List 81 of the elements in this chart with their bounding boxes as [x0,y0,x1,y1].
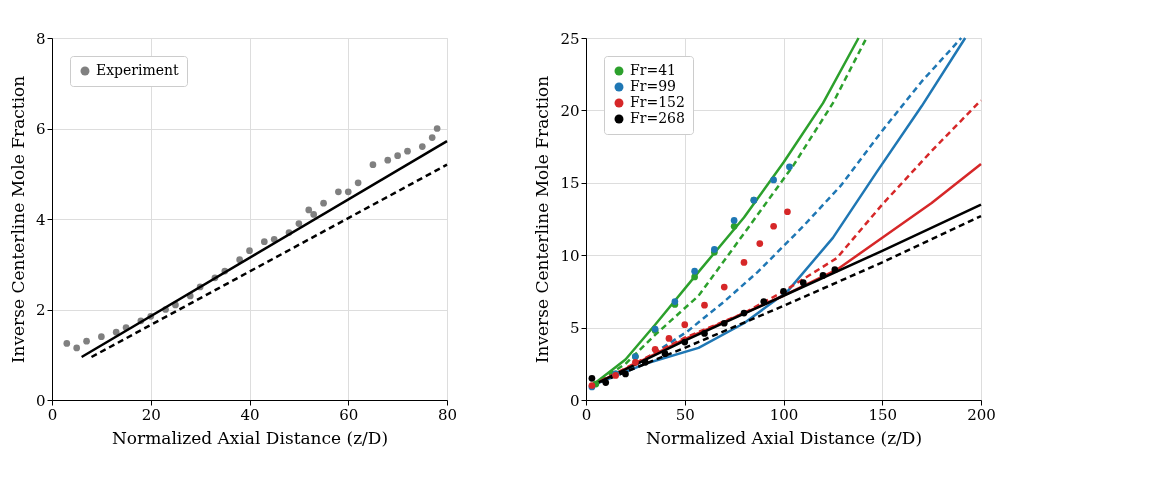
point [799,279,807,287]
point [831,266,839,274]
point [236,256,243,264]
y-axis-title: Inverse Centerline Mole Fraction [7,75,28,364]
point [98,333,105,340]
point [73,344,81,352]
point [344,188,352,196]
point [756,240,764,247]
point [335,188,342,196]
x-tick-label: 50 [675,405,695,424]
point [433,125,441,132]
y-tick-label: 6 [35,120,46,138]
point [720,319,728,327]
point [691,267,698,275]
point [602,379,610,386]
point [784,208,791,216]
point [404,147,411,155]
point [681,321,689,329]
point [428,134,436,141]
y-tick-label: 5 [569,319,580,338]
x-tick-label: 60 [339,405,359,424]
point [770,176,777,184]
point [588,374,596,382]
point [730,217,738,224]
x-axis-title: Normalized Axial Distance (z/D) [111,427,389,448]
y-axis-title: Inverse Centerline Mole Fraction [532,75,553,364]
point [661,350,669,358]
point [681,338,689,346]
point [622,370,629,378]
x-tick-label: 40 [240,405,260,424]
point [632,359,639,366]
y-tick-label: 20 [560,101,580,120]
y-tick-label: 10 [560,246,580,265]
point [701,301,708,309]
point [295,220,303,227]
point [760,298,768,305]
point [819,272,827,279]
point [651,345,659,353]
x-tick-label: 0 [581,405,592,424]
point [354,179,362,187]
point [320,199,327,207]
point [740,259,748,266]
point [665,335,673,342]
y-tick-label: 4 [35,210,46,229]
point [246,247,253,255]
point [701,330,708,337]
x-tick-label: 80 [437,405,458,424]
x-tick-label: 0 [47,405,58,424]
point [770,222,777,230]
y-tick-label: 0 [35,391,46,410]
point [310,211,318,218]
x-tick-label: 20 [141,405,161,424]
legend-label: Fr=152 [630,94,685,110]
y-tick-label: 2 [35,301,46,319]
point [780,288,787,295]
point [369,161,377,169]
x-tick-label: 100 [769,405,799,424]
point [63,340,71,347]
point [691,273,698,281]
point [730,222,738,230]
x-tick-label: 200 [967,405,996,424]
point [83,337,90,345]
y-tick-label: 0 [569,391,580,410]
legend-label: Fr=268 [630,110,685,126]
point [260,238,268,245]
point [384,156,392,164]
legend-label: Fr=99 [630,78,676,94]
point [641,359,649,366]
y-tick-label: 15 [560,174,580,193]
point [740,309,748,317]
y-tick-label: 8 [35,29,46,48]
legend-label: Fr=41 [630,62,676,78]
y-tick-label: 25 [560,29,580,48]
point [418,143,426,150]
point [720,283,728,291]
legend-label: Experiment [96,62,180,78]
point [394,152,401,159]
x-tick-label: 150 [868,405,898,424]
x-axis-title: Normalized Axial Distance (z/D) [645,427,923,448]
point [786,163,793,171]
point [305,206,313,214]
